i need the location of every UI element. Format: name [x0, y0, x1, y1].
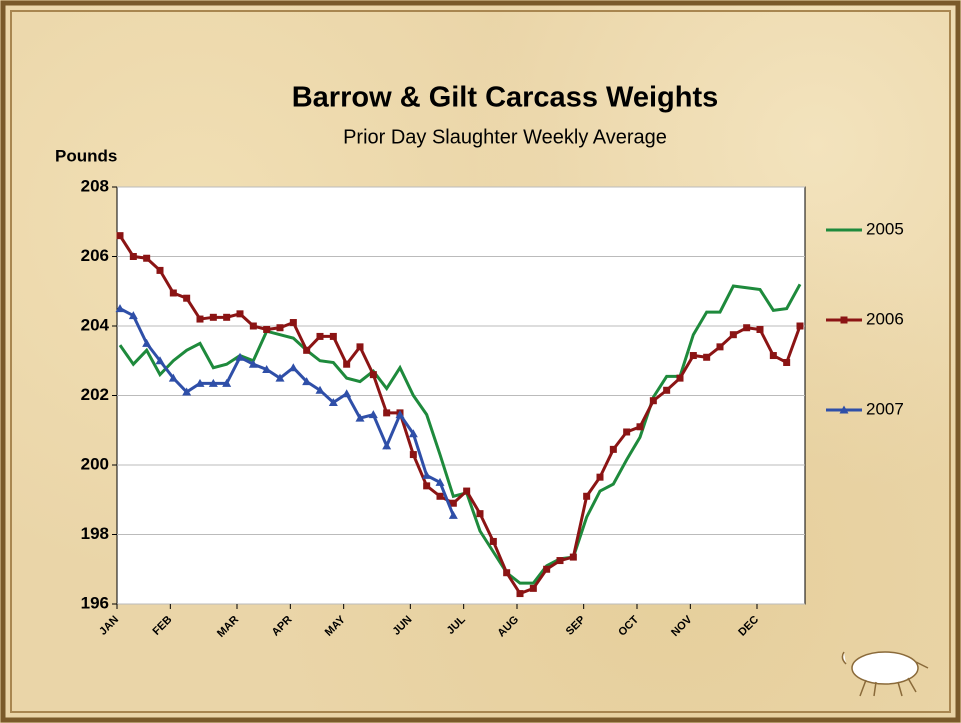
x-tick-label: SEP: [564, 614, 588, 638]
point: [477, 510, 484, 517]
x-tick-label: JAN: [97, 614, 121, 638]
point: [210, 314, 217, 321]
point: [383, 409, 390, 416]
point: [743, 324, 750, 331]
point: [637, 423, 644, 430]
y-tick-label: 206: [81, 246, 109, 265]
y-axis-label: Pounds: [55, 146, 117, 165]
point: [530, 585, 537, 592]
point: [250, 323, 257, 330]
point: [157, 267, 164, 274]
point: [183, 295, 190, 302]
point: [610, 446, 617, 453]
y-tick-label: 200: [81, 454, 109, 473]
point: [703, 354, 710, 361]
legend-label: 2005: [866, 219, 904, 238]
x-tick-label: APR: [270, 614, 295, 639]
point: [117, 232, 124, 239]
point: [437, 493, 444, 500]
x-tick-label: AUG: [495, 614, 521, 640]
legend-marker: [841, 317, 848, 324]
point: [317, 333, 324, 340]
point: [170, 289, 177, 296]
point: [690, 352, 697, 359]
y-tick-label: 204: [81, 315, 110, 334]
chart-title: Barrow & Gilt Carcass Weights: [292, 82, 719, 114]
legend-label: 2007: [866, 399, 904, 418]
point: [197, 316, 204, 323]
point: [303, 347, 310, 354]
point: [597, 474, 604, 481]
point: [717, 343, 724, 350]
point: [290, 319, 297, 326]
point: [517, 590, 524, 597]
y-tick-label: 208: [81, 176, 109, 195]
point: [770, 352, 777, 359]
point: [490, 538, 497, 545]
point: [663, 387, 670, 394]
x-tick-label: MAY: [323, 613, 349, 639]
x-tick-label: JUN: [390, 614, 414, 638]
slide: Barrow & Gilt Carcass Weights Prior Day …: [0, 0, 961, 723]
point: [583, 493, 590, 500]
x-tick-label: JUL: [445, 613, 468, 636]
x-tick-label: DEC: [736, 614, 761, 639]
point: [570, 554, 577, 561]
point: [223, 314, 230, 321]
point: [543, 566, 550, 573]
y-tick-label: 198: [81, 524, 109, 543]
point: [677, 375, 684, 382]
chart-subtitle: Prior Day Slaughter Weekly Average: [343, 126, 667, 148]
point: [143, 255, 150, 262]
x-tick-label: MAR: [215, 614, 241, 640]
pig-icon: [842, 652, 928, 696]
point: [423, 482, 430, 489]
x-tick-label: FEB: [150, 614, 174, 638]
point: [277, 324, 284, 331]
x-tick-label: NOV: [669, 613, 695, 639]
point: [410, 451, 417, 458]
point: [757, 326, 764, 333]
point: [503, 569, 510, 576]
x-tick-label: OCT: [616, 614, 641, 639]
point: [797, 323, 804, 330]
point: [650, 397, 657, 404]
y-tick-label: 202: [81, 385, 109, 404]
point: [357, 343, 364, 350]
y-tick-label: 196: [81, 593, 109, 612]
point: [557, 557, 564, 564]
point: [783, 359, 790, 366]
point: [730, 331, 737, 338]
chart: Barrow & Gilt Carcass Weights Prior Day …: [0, 0, 961, 723]
point: [623, 428, 630, 435]
legend-label: 2006: [866, 309, 904, 328]
point: [370, 371, 377, 378]
point: [330, 333, 337, 340]
point: [263, 326, 270, 333]
point: [237, 310, 244, 317]
point: [130, 253, 137, 260]
point: [343, 361, 350, 368]
point: [463, 488, 470, 495]
